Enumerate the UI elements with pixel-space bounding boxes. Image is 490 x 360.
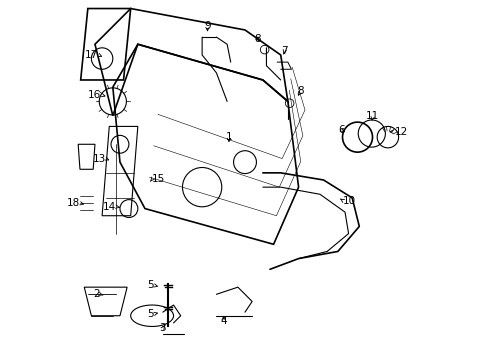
Text: 3: 3	[160, 323, 166, 333]
Text: 8: 8	[297, 86, 304, 96]
Text: 13: 13	[93, 154, 106, 163]
Text: 18: 18	[67, 198, 80, 208]
Text: 2: 2	[94, 289, 100, 299]
Text: 10: 10	[343, 196, 356, 206]
Text: 1: 1	[225, 132, 232, 142]
Text: 5: 5	[147, 309, 154, 319]
Text: 9: 9	[204, 21, 211, 31]
Text: 4: 4	[220, 316, 227, 326]
Text: 16: 16	[88, 90, 101, 100]
Text: 11: 11	[366, 111, 380, 121]
Text: 12: 12	[394, 127, 408, 137]
Text: 15: 15	[152, 174, 165, 184]
Text: 7: 7	[281, 46, 288, 57]
Text: 6: 6	[338, 125, 345, 135]
Text: 14: 14	[103, 202, 117, 212]
Text: 5: 5	[147, 280, 154, 291]
Text: 8: 8	[254, 34, 261, 44]
Text: 17: 17	[85, 50, 98, 60]
